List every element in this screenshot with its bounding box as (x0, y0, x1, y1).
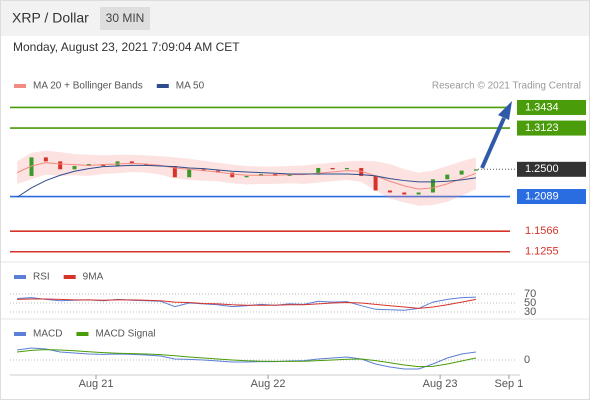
legend-swatch (14, 332, 26, 336)
candle (459, 170, 464, 175)
header-bar (1, 1, 589, 36)
legend-label: MA 50 (176, 81, 205, 92)
level-label: 1.3434 (525, 101, 559, 113)
candle (359, 167, 364, 176)
legend-label: MA 20 + Bollinger Bands (33, 81, 143, 92)
x-tick-label: Sep 1 (495, 378, 524, 390)
x-tick-label: Aug 22 (251, 378, 286, 390)
candle (373, 175, 378, 191)
timestamp: Monday, August 23, 2021 7:09:04 AM CET (13, 40, 240, 54)
x-tick-label: Aug 23 (423, 378, 458, 390)
level-box (517, 161, 586, 177)
level-label: 1.1566 (525, 225, 559, 237)
legend-swatch (14, 275, 26, 279)
level-box (517, 99, 586, 115)
candle (129, 161, 134, 165)
legend-label: RSI (33, 272, 50, 283)
candle (29, 157, 34, 176)
series-line (16, 162, 477, 190)
candle (416, 192, 421, 195)
candle (430, 179, 435, 193)
y-tick-label: 0 (524, 354, 530, 366)
legend-label: 9MA (83, 272, 104, 283)
candle (344, 167, 349, 170)
legend-label: MACD Signal (95, 329, 155, 340)
source: Research © 2021 Trading Central (432, 81, 581, 92)
candle (402, 192, 407, 195)
candle (230, 172, 235, 178)
legend-label: MACD (33, 329, 62, 340)
series-line (17, 349, 477, 368)
candle (58, 161, 63, 170)
legend-swatch (76, 332, 89, 336)
candle (387, 190, 392, 193)
legend-swatch (63, 275, 76, 279)
title: XRP / Dollar (12, 10, 89, 26)
forecast-arrow (480, 117, 506, 169)
level-box (517, 189, 586, 205)
candle (172, 166, 177, 178)
candle (244, 175, 249, 178)
timeframe-badge[interactable] (100, 7, 150, 30)
series-line (17, 298, 477, 309)
y-tick-label: 30 (524, 306, 536, 318)
candle (445, 174, 450, 180)
candle (473, 169, 478, 171)
y-tick-label: 70 (524, 288, 536, 300)
series-line (16, 164, 477, 198)
level-label: 1.3123 (525, 122, 559, 134)
level-label: 1.1255 (525, 246, 559, 258)
candle (316, 167, 321, 175)
level-label: 1.2500 (525, 163, 559, 175)
candle (43, 157, 48, 162)
timeframe[interactable]: 30 MIN (106, 11, 145, 25)
candle (72, 166, 77, 170)
y-tick-label: 50 (524, 297, 536, 309)
candle (330, 167, 335, 170)
candle (144, 164, 149, 166)
bollinger-band (17, 150, 476, 206)
candle (201, 169, 206, 171)
level-label: 1.2089 (525, 190, 559, 202)
x-tick-label: Aug 21 (79, 378, 114, 390)
candle (187, 169, 192, 178)
legend-swatch (156, 84, 169, 88)
legend-swatch (14, 84, 26, 88)
forecast-arrow-head (498, 101, 512, 120)
level-box (517, 120, 586, 136)
series-line (17, 347, 477, 370)
